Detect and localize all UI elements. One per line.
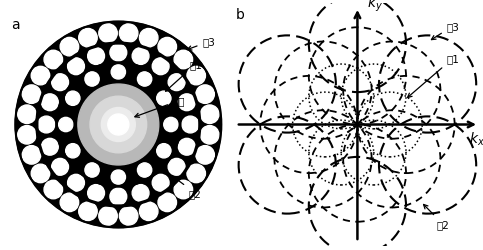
Circle shape xyxy=(52,159,69,176)
Circle shape xyxy=(79,29,97,48)
Text: 环2: 环2 xyxy=(424,204,450,230)
Text: b: b xyxy=(236,8,245,22)
Circle shape xyxy=(140,202,158,221)
Circle shape xyxy=(152,58,169,75)
Circle shape xyxy=(52,74,69,91)
Circle shape xyxy=(174,180,193,199)
Circle shape xyxy=(178,94,195,111)
Circle shape xyxy=(18,126,36,144)
Circle shape xyxy=(152,175,169,192)
Circle shape xyxy=(31,164,50,183)
Text: 环1: 环1 xyxy=(166,60,203,92)
Circle shape xyxy=(18,106,36,124)
Circle shape xyxy=(200,126,219,144)
Circle shape xyxy=(88,185,104,202)
Circle shape xyxy=(66,92,80,106)
Circle shape xyxy=(58,118,73,132)
Circle shape xyxy=(22,146,41,165)
Circle shape xyxy=(68,58,85,75)
Circle shape xyxy=(168,74,185,91)
Circle shape xyxy=(60,193,79,212)
Circle shape xyxy=(110,45,127,62)
Circle shape xyxy=(111,66,126,80)
Circle shape xyxy=(90,97,147,153)
Circle shape xyxy=(158,193,176,212)
Text: 环3: 环3 xyxy=(431,22,459,40)
Circle shape xyxy=(119,207,138,225)
Text: $k_y$: $k_y$ xyxy=(367,0,383,14)
Circle shape xyxy=(99,25,117,43)
Circle shape xyxy=(200,106,219,124)
Circle shape xyxy=(79,202,97,221)
Circle shape xyxy=(15,22,221,228)
Circle shape xyxy=(38,117,55,133)
Circle shape xyxy=(138,163,152,178)
Circle shape xyxy=(156,92,171,106)
Circle shape xyxy=(174,51,193,70)
Circle shape xyxy=(101,108,135,142)
Circle shape xyxy=(110,188,127,205)
Circle shape xyxy=(182,117,199,133)
Circle shape xyxy=(31,67,50,86)
Circle shape xyxy=(111,170,126,184)
Text: 环1: 环1 xyxy=(408,54,459,98)
Circle shape xyxy=(132,48,149,65)
Circle shape xyxy=(164,118,178,132)
Circle shape xyxy=(76,82,161,168)
Circle shape xyxy=(99,207,117,225)
Circle shape xyxy=(178,139,195,156)
Circle shape xyxy=(108,114,129,136)
Circle shape xyxy=(42,139,58,156)
Text: 物镜: 物镜 xyxy=(135,96,185,118)
Circle shape xyxy=(158,38,176,57)
Circle shape xyxy=(140,29,158,48)
Circle shape xyxy=(42,94,58,111)
Circle shape xyxy=(119,25,138,43)
Text: 环3: 环3 xyxy=(187,38,215,51)
Text: $k_x$: $k_x$ xyxy=(469,130,483,147)
Circle shape xyxy=(187,164,205,183)
Circle shape xyxy=(66,144,80,158)
Text: a: a xyxy=(11,18,20,32)
Circle shape xyxy=(196,146,214,165)
Circle shape xyxy=(196,86,214,104)
Circle shape xyxy=(88,48,104,65)
Circle shape xyxy=(187,67,205,86)
Circle shape xyxy=(78,85,159,165)
Text: 环2: 环2 xyxy=(174,178,201,198)
Circle shape xyxy=(85,163,99,178)
Circle shape xyxy=(68,175,85,192)
Circle shape xyxy=(85,72,99,87)
Circle shape xyxy=(60,38,79,57)
Circle shape xyxy=(132,185,149,202)
Circle shape xyxy=(44,51,63,70)
Circle shape xyxy=(168,159,185,176)
Circle shape xyxy=(156,144,171,158)
Circle shape xyxy=(44,180,63,199)
Circle shape xyxy=(22,86,41,104)
Circle shape xyxy=(138,72,152,87)
